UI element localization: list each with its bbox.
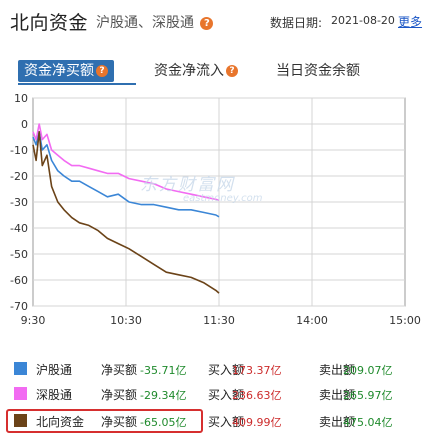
subtitle: 沪股通、深股通 ?	[96, 12, 214, 32]
highlight-box	[6, 409, 203, 433]
page-title: 北向资金	[10, 12, 89, 34]
tab-net-buy-label: 资金净买额	[24, 63, 94, 79]
y-tick-label: -40	[10, 222, 28, 235]
tab-daily-balance-label: 当日资金余额	[276, 63, 360, 79]
legend-net-value: -65.05亿	[140, 416, 187, 429]
legend-net-label: 净买额	[101, 388, 138, 402]
legend-buy-label: 买入额	[208, 363, 245, 377]
x-tick-label: 14:00	[296, 314, 328, 327]
legend-name: 北向资金	[36, 415, 85, 429]
y-tick-label: -10	[10, 144, 28, 157]
legend-name: 深股通	[36, 388, 73, 402]
series-line-sgt	[32, 123, 220, 202]
help-icon[interactable]: ?	[200, 16, 214, 30]
legend-row-hgt: 沪股通 净买额 -35.71亿 买入额 173.37亿 卖出额 209.07亿	[0, 356, 435, 382]
legend-buy-label: 买入额	[208, 415, 245, 429]
date-label: 数据日期:	[270, 16, 323, 30]
legend-net-value: -29.34亿	[140, 389, 187, 402]
tab-daily-balance[interactable]: 当日资金余额	[276, 60, 360, 82]
watermark-logo: 东方财富网	[140, 175, 235, 195]
legend-swatch-sgt	[14, 387, 27, 400]
legend-swatch-hgt	[14, 362, 27, 375]
y-tick-label: -20	[10, 170, 28, 183]
subtitle-sgt: 深股通	[152, 15, 194, 31]
legend-net-value: -35.71亿	[140, 364, 187, 377]
tab-bar: 资金净买额? 资金净流入? 当日资金余额	[18, 60, 418, 85]
date-value: 2021-08-20	[331, 14, 395, 27]
y-tick-label: -50	[10, 248, 28, 261]
header: 北向资金 沪股通、深股通 ? 数据日期: 2021-08-20 更多	[0, 0, 435, 38]
y-tick-label: -60	[10, 274, 28, 287]
subtitle-separator: 、	[138, 15, 152, 31]
tab-net-inflow[interactable]: 资金净流入?	[154, 60, 238, 82]
tab-net-inflow-label: 资金净流入	[154, 63, 224, 79]
watermark-domain: eastmoney.com	[183, 193, 263, 204]
legend-sell-value: 475.04亿	[343, 416, 393, 429]
legend-row-north: 北向资金 净买额 -65.05亿 买入额 409.99亿 卖出额 475.04亿	[0, 408, 435, 434]
y-tick-label: -70	[10, 300, 28, 313]
x-tick-label: 15:00	[389, 314, 421, 327]
y-tick-label: -30	[10, 196, 28, 209]
legend-buy-value: 409.99亿	[232, 416, 282, 429]
legend-sell-value: 209.07亿	[343, 364, 393, 377]
legend-buy-value: 173.37亿	[232, 364, 282, 377]
legend-buy-label: 买入额	[208, 388, 245, 402]
more-link[interactable]: 更多	[398, 15, 423, 29]
help-icon[interactable]: ?	[226, 65, 238, 77]
legend-sell-value: 265.97亿	[343, 389, 393, 402]
series-line-hgt	[32, 130, 220, 218]
x-tick-label: 9:30	[21, 314, 46, 327]
legend-sell-label: 卖出额	[319, 388, 356, 402]
chart: 10 0 -10 -20 -30 -40 -50 -60 -70 9:30 10:30 11:30 14…	[0, 88, 435, 338]
legend-buy-value: 236.63亿	[232, 389, 282, 402]
subtitle-hgt: 沪股通	[96, 15, 138, 31]
active-tab-indicator	[18, 83, 136, 85]
legend-net-label: 净买额	[101, 415, 138, 429]
legend-swatch-north	[14, 414, 27, 427]
x-tick-label: 11:30	[203, 314, 235, 327]
legend-sell-label: 卖出额	[319, 363, 356, 377]
y-tick-label: 10	[14, 92, 28, 105]
help-icon[interactable]: ?	[96, 65, 108, 77]
legend-sell-label: 卖出额	[319, 415, 356, 429]
legend-row-sgt: 深股通 净买额 -29.34亿 买入额 236.63亿 卖出额 265.97亿	[0, 381, 435, 407]
series-line-north	[32, 130, 220, 294]
legend-name: 沪股通	[36, 363, 73, 377]
legend-net-label: 净买额	[101, 363, 138, 377]
chart-svg: 10 0 -10 -20 -30 -40 -50 -60 -709:30 10:30 11:30 14…	[10, 92, 421, 327]
tab-net-buy[interactable]: 资金净买额?	[18, 60, 114, 82]
y-tick-label: 0	[21, 118, 28, 131]
x-tick-label: 10:30	[110, 314, 142, 327]
